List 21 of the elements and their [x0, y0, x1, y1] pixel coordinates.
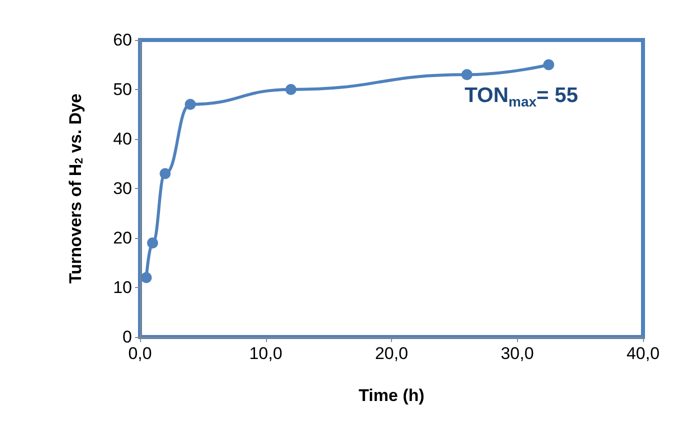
- y-tick-label: 20: [113, 228, 132, 248]
- x-tick-label: 0,0: [128, 344, 152, 363]
- y-tick-label: 10: [113, 278, 132, 297]
- x-tick-label: 40,0: [626, 344, 660, 363]
- point: [461, 69, 472, 80]
- y-tick-label: 50: [113, 80, 132, 99]
- y-tick-label: 30: [113, 179, 132, 198]
- y-tick-label: 40: [113, 130, 132, 148]
- x-tick-label: 10,0: [249, 344, 282, 363]
- point: [543, 59, 554, 70]
- y-tick-label: 0: [122, 328, 132, 346]
- point: [184, 98, 196, 110]
- y-axis-title: Turnovers of H2 vs. Dye: [66, 93, 86, 284]
- y-tick-label: 60: [113, 30, 132, 50]
- point: [147, 237, 158, 248]
- x-tick-label: 20,0: [374, 344, 408, 363]
- point: [140, 272, 152, 284]
- x-axis-title: Time (h): [358, 386, 424, 405]
- point: [285, 84, 296, 95]
- point: [160, 168, 171, 180]
- x-tick-label: 30,0: [500, 344, 534, 363]
